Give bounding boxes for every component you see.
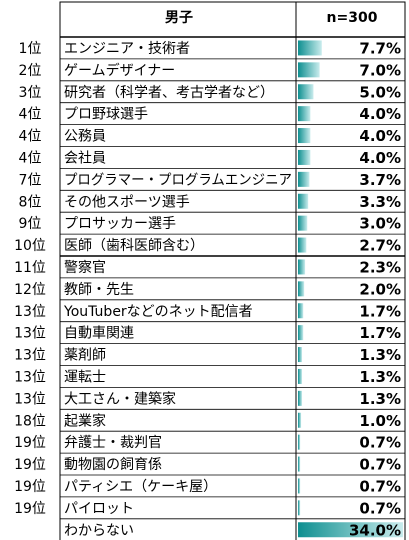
bar	[298, 500, 301, 516]
rank-label: 4位	[19, 129, 42, 145]
value-label: 4.0%	[359, 105, 401, 123]
value-label: 1.7%	[359, 324, 401, 342]
bar	[298, 347, 303, 363]
category-label: プロサッカー選手	[64, 216, 176, 232]
rank-label: 12位	[14, 282, 46, 298]
category-label: 教師・先生	[64, 282, 134, 298]
rank-label: 10位	[14, 238, 46, 254]
bar	[298, 412, 302, 428]
bar	[298, 84, 314, 100]
value-label: 0.7%	[359, 499, 401, 517]
category-label: エンジニア・技術者	[64, 41, 190, 57]
category-label: 研究者（科学者、考古学者など）	[64, 85, 274, 101]
category-label: 会社員	[64, 150, 106, 166]
category-label: プログラマー・プログラムエンジニア	[64, 172, 292, 188]
bar	[298, 149, 311, 165]
value-label: 0.7%	[359, 477, 401, 495]
bar	[298, 40, 322, 56]
rank-label: 2位	[19, 63, 42, 79]
value-label: 3.0%	[359, 215, 401, 233]
bar	[298, 368, 303, 384]
value-label: 3.7%	[359, 171, 401, 189]
category-label: 起業家	[64, 412, 106, 429]
category-label: パイロット	[64, 501, 134, 517]
category-label: わからない	[64, 523, 134, 539]
rank-label: 19位	[14, 457, 46, 473]
rank-label: 19位	[14, 501, 46, 517]
bar	[298, 237, 307, 253]
bar	[298, 193, 309, 209]
rank-label: 19位	[14, 479, 46, 495]
category-label: 運転士	[64, 369, 106, 385]
category-label: 自動車関連	[64, 325, 134, 342]
value-label: 1.7%	[359, 302, 401, 320]
value-label: 0.7%	[359, 434, 401, 452]
category-label: 医師（歯科医師含む）	[64, 238, 204, 254]
rank-label: 8位	[19, 194, 42, 210]
rank-label: 7位	[19, 172, 42, 188]
rank-label: 4位	[19, 107, 42, 123]
category-label: 弁護士・裁判官	[64, 435, 162, 451]
rank-label: 4位	[19, 150, 42, 166]
table-grid	[59, 1, 406, 540]
category-label: ゲームデザイナー	[64, 62, 175, 79]
bar	[298, 106, 311, 122]
category-label: 公務員	[64, 129, 106, 145]
rank-label: 13位	[14, 348, 46, 364]
rank-label: 1位	[19, 41, 42, 57]
category-label: 大工さん・建築家	[64, 390, 176, 407]
category-label: 動物園の飼育係	[64, 457, 162, 473]
header-sample-size: n=300	[327, 10, 378, 26]
category-label: YouTuberなどのネット配信者	[63, 304, 253, 320]
bar	[298, 259, 306, 275]
rank-label: 13位	[14, 391, 46, 407]
bar	[298, 390, 303, 406]
header-group-label: 男子	[165, 10, 193, 26]
bar	[298, 281, 305, 297]
category-label: その他スポーツ選手	[64, 194, 190, 210]
value-label: 1.3%	[359, 346, 401, 364]
value-label: 1.3%	[359, 368, 401, 386]
bar	[298, 522, 403, 538]
value-label: 1.0%	[359, 412, 401, 430]
bar	[298, 456, 301, 472]
category-label: 薬剤師	[64, 348, 106, 364]
bar	[298, 434, 301, 450]
table-rows: 1位 エンジニア・技術者 7.7% 2位 ゲームデザイナー 7.0% 3位 研究者（科学者、考…	[14, 39, 403, 539]
rank-label: 13位	[14, 369, 46, 385]
value-label: 34.0%	[349, 521, 401, 539]
rank-label: 18位	[14, 413, 46, 429]
value-label: 7.7%	[359, 39, 401, 57]
bar	[298, 62, 320, 78]
rank-label: 13位	[14, 304, 46, 320]
value-label: 0.7%	[359, 456, 401, 474]
bar	[298, 128, 311, 144]
value-label: 5.0%	[359, 83, 401, 101]
value-label: 1.3%	[359, 390, 401, 408]
value-label: 4.0%	[359, 149, 401, 167]
value-label: 7.0%	[359, 61, 401, 79]
rank-label: 3位	[19, 85, 42, 101]
rank-label: 13位	[14, 326, 46, 342]
rank-label: 11位	[14, 260, 46, 276]
value-label: 3.3%	[359, 193, 401, 211]
rank-label: 19位	[14, 435, 46, 451]
value-label: 2.7%	[359, 237, 401, 255]
bar	[298, 171, 310, 187]
value-label: 2.0%	[359, 280, 401, 298]
bar	[298, 325, 304, 341]
category-label: 警察官	[64, 259, 106, 276]
category-label: プロ野球選手	[64, 107, 148, 123]
bar	[298, 478, 301, 494]
table-frame	[59, 1, 406, 540]
bar	[298, 303, 304, 319]
value-label: 4.0%	[359, 127, 401, 145]
category-label: パティシエ（ケーキ屋）	[64, 479, 217, 495]
value-label: 2.3%	[359, 258, 401, 276]
rank-label: 9位	[19, 216, 42, 232]
bar	[298, 215, 308, 231]
